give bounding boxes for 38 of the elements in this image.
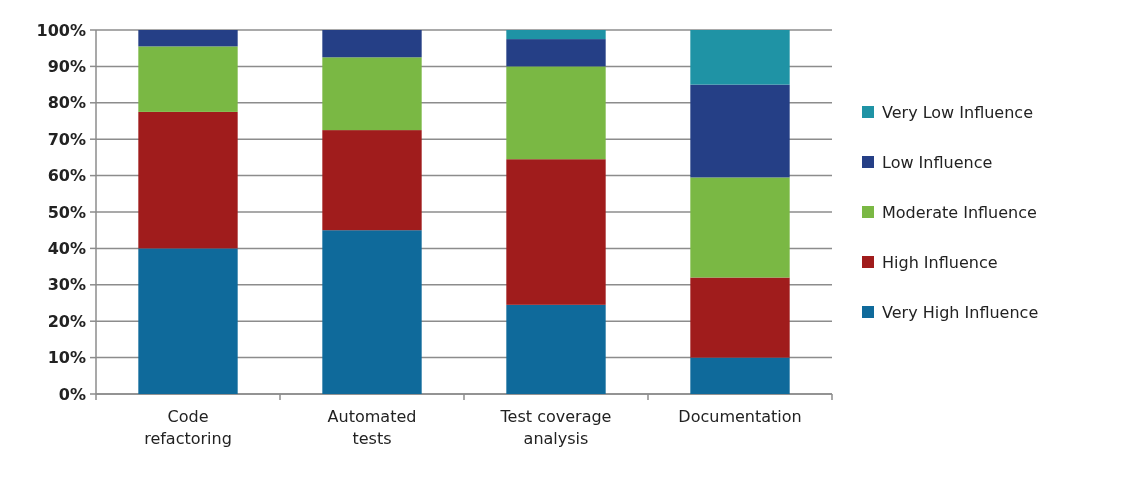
bar [322,230,422,394]
bar [506,159,606,305]
y-tick-label: 60% [47,166,86,186]
x-tick-label: Automated tests [327,407,417,448]
bar [506,30,606,40]
y-tick-label: 90% [47,57,86,76]
x-tick-label: Test coverage analysis [499,407,612,448]
bar [506,304,606,394]
y-tick-label: 20% [47,311,86,331]
bar [138,46,238,112]
bar [690,30,790,85]
y-tick-label: 0% [58,384,86,404]
y-tick-label: 10% [47,348,86,368]
bar [506,39,606,67]
legend-label: High Influence [882,252,998,272]
bar [138,30,238,47]
bar [322,130,422,231]
y-tick-label: 100% [36,20,86,40]
legend-label: Low Influence [882,152,993,172]
bar [138,111,238,249]
x-tick-label: Documentation [678,407,802,426]
y-tick-label: 50% [47,202,86,222]
bar [322,30,422,58]
bar [690,177,790,278]
y-tick-label: 30% [47,275,86,295]
legend-label: Moderate Influence [882,202,1037,222]
bar [506,66,606,160]
x-tick-label: Code refactoring [144,407,232,448]
legend-label: Very High Influence [882,302,1039,322]
y-tick-label: 40% [47,239,86,258]
bar [690,84,790,178]
bar [322,57,422,131]
bar [690,277,790,358]
y-tick-label: 80% [47,93,86,113]
legend-label: Very Low Influence [882,102,1033,122]
bar [690,357,790,394]
y-tick-label: 70% [47,129,86,149]
bar [138,248,238,394]
